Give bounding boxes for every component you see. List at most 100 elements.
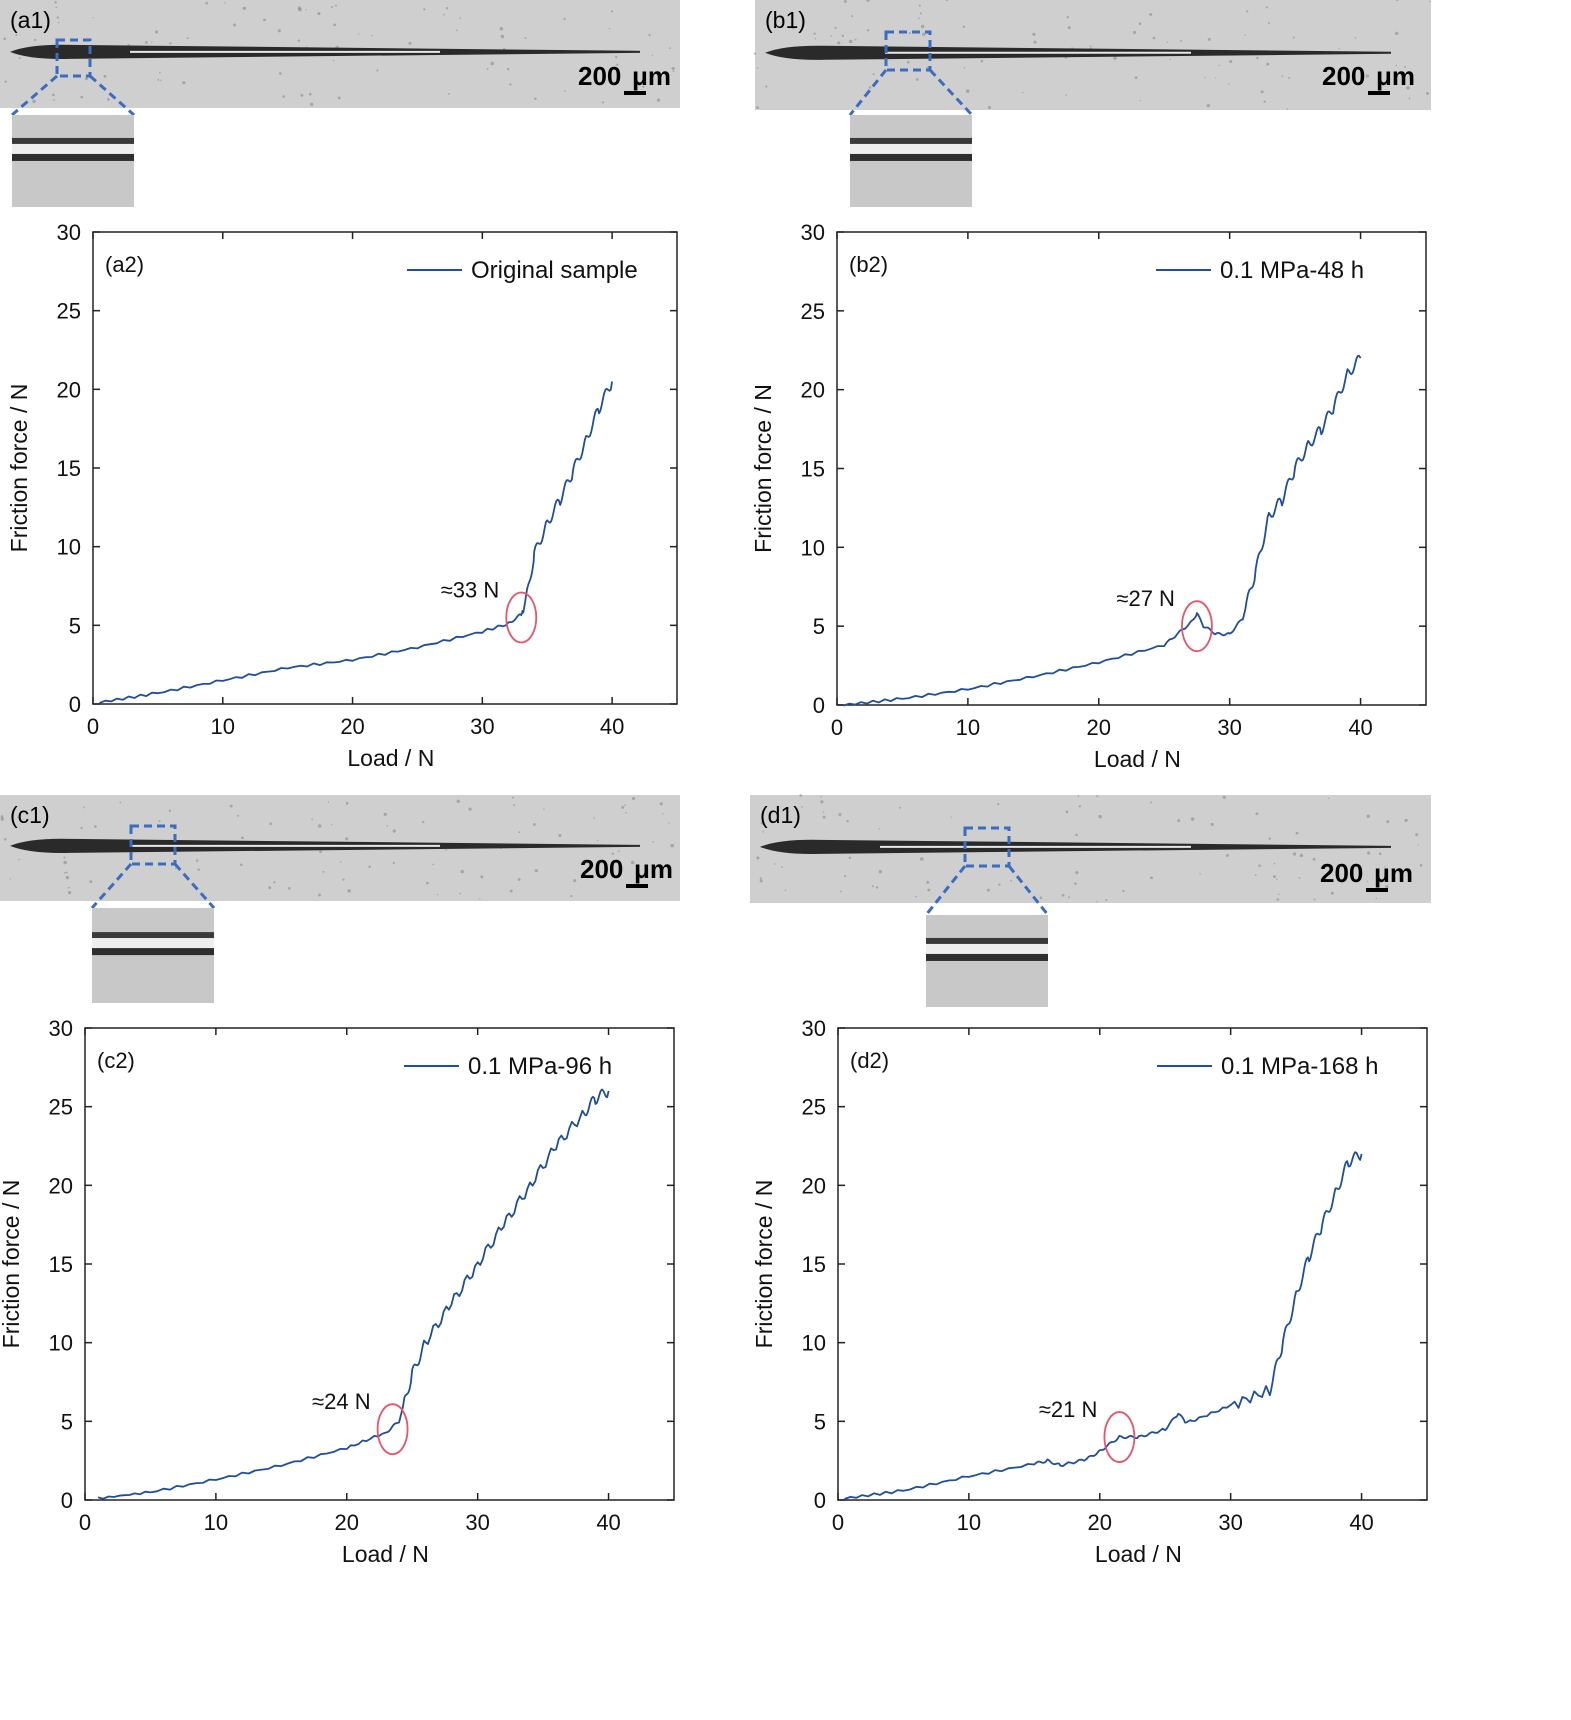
surface-speckle [268, 886, 272, 890]
surface-speckle [340, 861, 342, 863]
surface-speckle [1134, 76, 1138, 80]
surface-speckle [32, 99, 36, 104]
y-tick-label: 20 [802, 1173, 826, 1198]
surface-speckle [834, 26, 837, 30]
surface-speckle [310, 102, 314, 107]
surface-speckle [532, 823, 536, 826]
surface-speckle [668, 822, 670, 824]
inset-track-center [850, 143, 972, 154]
surface-speckle [670, 843, 674, 848]
surface-speckle [997, 803, 1000, 806]
x-tick-label: 40 [596, 1510, 620, 1535]
inset-track-center [926, 943, 1048, 954]
surface-speckle [1378, 852, 1382, 855]
surface-speckle [103, 74, 107, 78]
surface-speckle [64, 871, 66, 874]
surface-speckle [80, 826, 83, 830]
surface-speckle [615, 55, 618, 59]
zoom-region-box [129, 824, 177, 866]
surface-speckle [573, 879, 577, 883]
surface-speckle [1338, 47, 1340, 50]
surface-speckle [843, 0, 847, 3]
zoom-connector-left [90, 863, 133, 909]
surface-speckle [157, 78, 160, 81]
surface-speckle [224, 2, 226, 4]
surface-speckle [426, 881, 429, 885]
surface-speckle [1298, 877, 1301, 879]
inset-track-edge-bottom [92, 948, 214, 956]
surface-speckle [195, 859, 199, 862]
surface-speckle [1210, 822, 1214, 827]
surface-speckle [1292, 852, 1297, 856]
surface-speckle [480, 875, 484, 879]
surface-speckle [273, 881, 276, 884]
plot-frame [837, 1027, 1428, 1501]
x-tick-label: 0 [87, 714, 99, 739]
surface-speckle [263, 18, 266, 22]
surface-speckle [1367, 851, 1371, 855]
surface-speckle [781, 866, 783, 868]
y-tick-label: 10 [802, 1331, 826, 1356]
surface-speckle [1267, 21, 1271, 24]
surface-speckle [319, 850, 322, 854]
surface-speckle [1385, 885, 1389, 889]
surface-speckle [15, 33, 18, 36]
x-tick-label: 30 [1218, 1510, 1242, 1535]
surface-speckle [919, 12, 922, 15]
surface-speckle [1075, 871, 1079, 875]
surface-speckle [144, 41, 148, 44]
surface-speckle [846, 820, 849, 823]
x-tick-label: 20 [340, 714, 364, 739]
surface-speckle [1132, 30, 1137, 35]
legend-label: 0.1 MPa-48 h [1220, 257, 1364, 284]
surface-speckle [1105, 899, 1108, 901]
surface-speckle [239, 863, 243, 867]
surface-speckle [762, 830, 765, 833]
surface-speckle [333, 23, 336, 27]
surface-speckle [773, 863, 776, 865]
surface-speckle [331, 5, 334, 8]
surface-speckle [1425, 91, 1429, 95]
y-tick-label: 20 [49, 1173, 73, 1198]
surface-speckle [342, 878, 345, 881]
micrograph-label: (c1) [10, 802, 50, 828]
micrograph-label: (d1) [760, 802, 801, 828]
surface-speckle [1417, 844, 1419, 846]
y-tick-label: 20 [57, 377, 81, 402]
x-tick-label: 40 [600, 714, 624, 739]
surface-speckle [499, 27, 504, 31]
surface-speckle [445, 849, 447, 851]
x-tick-label: 30 [1217, 715, 1241, 740]
surface-speckle [1113, 56, 1117, 60]
surface-speckle [656, 98, 661, 102]
surface-speckle [347, 889, 351, 893]
surface-speckle [1065, 94, 1067, 96]
surface-speckle [1206, 104, 1210, 108]
surface-speckle [317, 11, 321, 16]
surface-speckle [659, 802, 663, 806]
surface-speckle [459, 892, 462, 895]
surface-speckle [334, 4, 337, 7]
surface-speckle [317, 893, 321, 897]
surface-speckle [950, 816, 952, 818]
surface-speckle [57, 21, 60, 24]
surface-speckle [432, 863, 434, 866]
surface-speckle [269, 822, 272, 826]
surface-speckle [443, 13, 445, 16]
scale-bar [624, 91, 646, 95]
surface-speckle [766, 19, 769, 22]
surface-speckle [509, 889, 513, 893]
y-tick-label: 30 [49, 1016, 73, 1041]
surface-speckle [1395, 64, 1398, 67]
surface-speckle [1077, 795, 1080, 797]
surface-speckle [17, 816, 19, 819]
surface-speckle [18, 858, 20, 861]
surface-speckle [151, 41, 153, 43]
surface-speckle [965, 89, 970, 93]
surface-speckle [371, 34, 373, 37]
surface-speckle [1225, 854, 1229, 857]
inset-track-center [92, 938, 214, 949]
surface-speckle [760, 821, 765, 825]
surface-speckle [1384, 872, 1388, 877]
surface-speckle [4, 80, 7, 83]
